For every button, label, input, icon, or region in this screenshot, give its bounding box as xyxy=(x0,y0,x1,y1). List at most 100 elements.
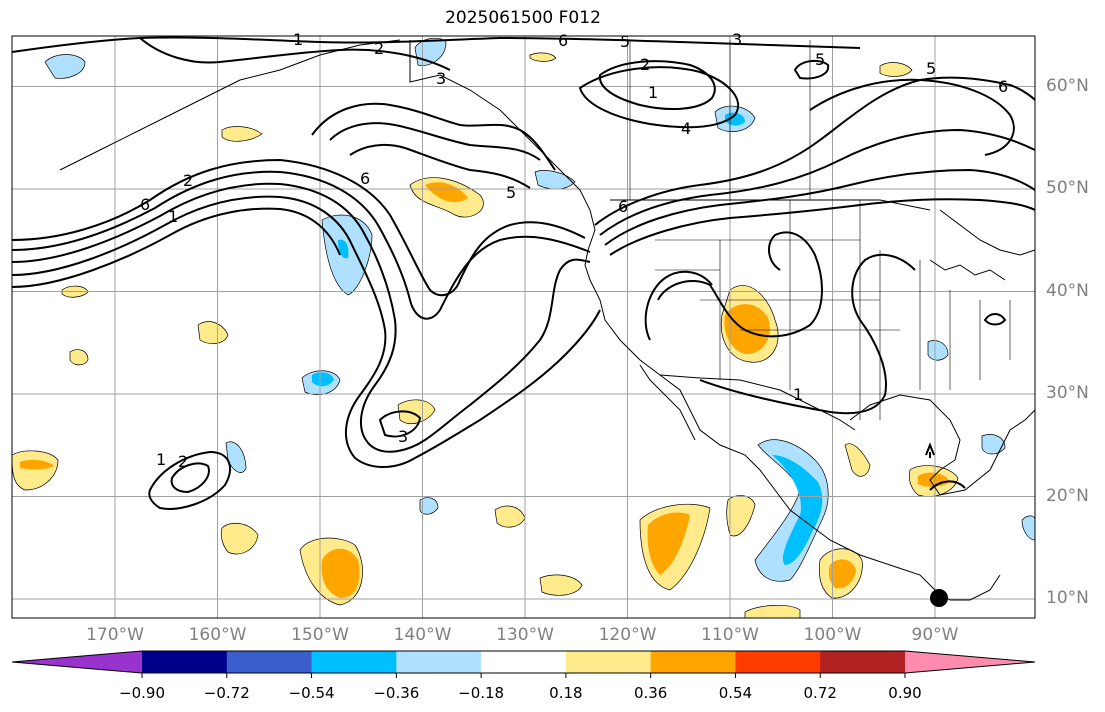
coastline-gulf-mexico xyxy=(849,394,1036,496)
shade-yellow xyxy=(197,321,229,345)
contour-line xyxy=(598,60,716,110)
contour-line xyxy=(657,231,823,338)
shade-lightblue xyxy=(44,54,86,79)
contour-label: 6 xyxy=(360,169,370,188)
colorbar-segment xyxy=(820,651,906,673)
shade-yellow xyxy=(726,495,756,537)
shade-yellow xyxy=(879,62,913,77)
contour-line xyxy=(983,313,1007,326)
map-title: 2025061500 F012 xyxy=(445,8,601,28)
contour-label: 5 xyxy=(620,32,630,51)
shade-yellow xyxy=(11,450,59,491)
contour-line xyxy=(11,170,591,320)
longitude-label: 150°W xyxy=(291,625,349,645)
contour-line xyxy=(329,122,541,161)
contour-label: 2 xyxy=(640,55,650,74)
shade-orange xyxy=(321,548,360,598)
contour-line xyxy=(11,207,341,288)
graticule xyxy=(12,36,1035,618)
contour-label: 3 xyxy=(732,30,742,49)
contour-label: 6 xyxy=(558,31,568,50)
longitude-label: 110°W xyxy=(701,625,759,645)
colorbar-segment xyxy=(565,651,652,673)
contour-label: 2 xyxy=(183,171,193,190)
shade-yellow xyxy=(539,574,583,596)
contour-label: 6 xyxy=(140,195,150,214)
shade-yellow xyxy=(744,605,801,619)
colorbar-segment xyxy=(12,651,142,673)
contour-line xyxy=(604,168,1036,246)
border-state xyxy=(655,200,1011,420)
shade-yellow xyxy=(494,505,526,528)
contour-line xyxy=(170,462,210,494)
longitude-label: 170°W xyxy=(86,625,144,645)
colorbar-tick-label: −0.90 xyxy=(119,684,165,702)
contour-label: 2 xyxy=(374,39,384,58)
contour-label: 5 xyxy=(926,59,936,78)
border-us-mexico xyxy=(659,374,856,431)
shade-yellow xyxy=(529,52,557,62)
contour-label: 1 xyxy=(293,30,303,49)
colorbar-segment xyxy=(311,651,397,673)
map-frame xyxy=(11,35,1036,619)
coastline-hudson xyxy=(939,209,1036,256)
latitude-label: 50°N xyxy=(1046,178,1089,198)
contour-line xyxy=(349,143,531,189)
colorbar-segment xyxy=(905,651,1035,673)
contour-line xyxy=(11,36,861,53)
colorbar-tick-label: −0.72 xyxy=(203,684,250,702)
contour-label: 1 xyxy=(793,385,803,404)
contour-labels: 1 2 3 6 5 3 2 1 4 5 5 6 6 5 6 6 1 2 1 3 … xyxy=(140,30,1008,471)
shaded-anomaly-field xyxy=(11,37,1036,619)
longitude-label: 130°W xyxy=(496,625,554,645)
latitude-label: 10°N xyxy=(1046,588,1089,608)
colorbar-segment xyxy=(735,651,821,673)
contour-label: 5 xyxy=(506,183,516,202)
shade-orange xyxy=(828,559,856,589)
longitude-label: 160°W xyxy=(188,625,247,645)
shade-blue xyxy=(312,372,334,387)
shade-lightblue xyxy=(981,434,1006,455)
shade-orange xyxy=(647,512,690,575)
colorbar xyxy=(11,650,1036,678)
coastline-alaska xyxy=(59,39,401,171)
contour-label: 4 xyxy=(681,119,691,138)
contour-label: 1 xyxy=(156,450,166,469)
longitude-label: 120°W xyxy=(598,625,657,645)
contour-line xyxy=(925,442,935,458)
contour-line xyxy=(311,102,556,171)
shade-blue xyxy=(772,455,823,565)
shade-lightblue xyxy=(419,497,439,515)
shade-yellow xyxy=(220,522,259,555)
coastline-great-lakes xyxy=(929,259,1006,281)
contour-line xyxy=(609,198,1036,256)
latitude-label: 60°N xyxy=(1046,75,1089,96)
contour-line xyxy=(793,59,830,80)
contour-line xyxy=(578,66,740,129)
colorbar-segment xyxy=(396,651,482,673)
latitude-label: 30°N xyxy=(1046,383,1089,403)
contour-line xyxy=(929,480,966,491)
contour-line xyxy=(11,195,601,468)
contour-label: 6 xyxy=(618,197,628,216)
contour-line xyxy=(139,37,451,71)
shade-orange xyxy=(724,304,770,355)
contour-line xyxy=(11,182,591,453)
contour-line xyxy=(378,410,422,438)
longitude-label: 100°W xyxy=(803,625,862,645)
colorbar-tick-label: −0.18 xyxy=(458,684,505,702)
colorbar-segment xyxy=(142,651,228,673)
contour-label: 2 xyxy=(178,452,188,471)
contour-label: 3 xyxy=(436,69,446,88)
contour-line xyxy=(599,128,1036,236)
contour-line xyxy=(11,158,586,297)
colorbar-tick-label: 0.18 xyxy=(549,684,583,702)
colorbar-tick-label: 0.36 xyxy=(633,684,668,702)
contour-label: 6 xyxy=(998,77,1008,96)
shade-lightblue xyxy=(1021,515,1036,541)
shade-yellow xyxy=(221,126,263,142)
contour-line xyxy=(809,78,1015,156)
colorbar-segment xyxy=(481,651,567,673)
contours xyxy=(11,36,1036,510)
